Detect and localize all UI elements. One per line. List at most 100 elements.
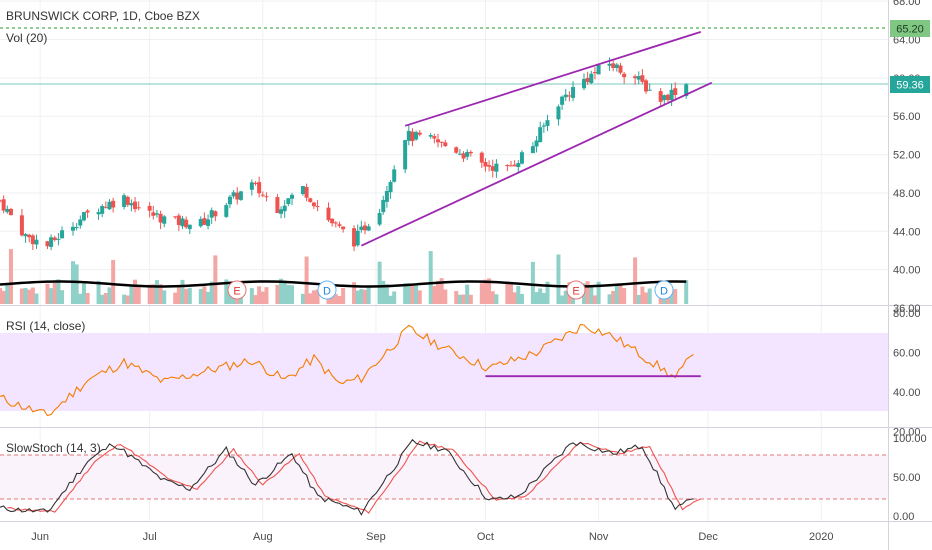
candle-body[interactable] — [377, 213, 382, 225]
candle-body[interactable] — [658, 91, 663, 102]
candle-body[interactable] — [589, 73, 594, 84]
candle-body[interactable] — [30, 235, 35, 245]
candle-body[interactable] — [410, 131, 415, 142]
candle-body[interactable] — [96, 212, 101, 215]
candle-body[interactable] — [352, 228, 357, 247]
candle-body[interactable] — [71, 226, 75, 231]
candle-body[interactable] — [224, 205, 229, 217]
candle-body[interactable] — [384, 190, 389, 202]
candle-body[interactable] — [227, 196, 232, 205]
stoch-axis[interactable]: 100.00 50.00 0.00 — [893, 433, 927, 523]
candle-body[interactable] — [184, 219, 189, 228]
candle-body[interactable] — [158, 213, 163, 223]
candle-body[interactable] — [454, 147, 459, 153]
candle-body[interactable] — [103, 206, 108, 208]
stoch-indicator-label[interactable]: SlowStoch (14, 3) — [6, 441, 101, 455]
time-axis[interactable]: Jun Jul Aug Sep Oct Nov Dec 2020 — [31, 531, 833, 543]
candle-body[interactable] — [253, 182, 258, 184]
candle-body[interactable] — [279, 209, 284, 214]
candle-body[interactable] — [151, 212, 156, 216]
candle-body[interactable] — [154, 213, 159, 215]
dividend-marker-1[interactable]: D — [317, 280, 337, 300]
candle-body[interactable] — [614, 64, 619, 68]
candle-body[interactable] — [592, 72, 597, 74]
candle-body[interactable] — [669, 89, 674, 101]
candle-body[interactable] — [644, 80, 649, 92]
candle-body[interactable] — [100, 206, 105, 214]
candle-body[interactable] — [487, 165, 492, 167]
candle-body[interactable] — [596, 65, 601, 75]
candle-body[interactable] — [359, 226, 364, 230]
candle-body[interactable] — [519, 152, 524, 164]
candle-body[interactable] — [213, 211, 218, 217]
candle-body[interactable] — [538, 127, 543, 143]
candle-body[interactable] — [286, 198, 291, 205]
stoch-k-line[interactable] — [0, 438, 694, 516]
candle-body[interactable] — [8, 208, 13, 216]
candle-body[interactable] — [516, 163, 521, 168]
candle-body[interactable] — [176, 215, 181, 226]
candle-body[interactable] — [147, 205, 152, 211]
candle-body[interactable] — [618, 65, 623, 73]
volume-indicator-label[interactable]: Vol (20) — [6, 31, 47, 45]
candle-body[interactable] — [417, 132, 422, 135]
candle-body[interactable] — [27, 234, 32, 238]
stoch-d-line[interactable] — [7, 440, 702, 514]
candle-body[interactable] — [403, 140, 408, 170]
candle-body[interactable] — [633, 76, 638, 79]
candle-body[interactable] — [560, 96, 565, 105]
candle-body[interactable] — [19, 215, 24, 236]
candle-body[interactable] — [381, 200, 386, 213]
candle-body[interactable] — [494, 163, 499, 172]
candle-body[interactable] — [107, 201, 112, 210]
rsi-axis[interactable]: 80.00 60.00 40.00 20.00 — [893, 308, 921, 439]
channel-upper-trendline[interactable] — [404, 30, 702, 127]
candle-body[interactable] — [582, 79, 586, 89]
candle-body[interactable] — [300, 186, 305, 195]
candle-body[interactable] — [355, 230, 360, 246]
candle-body[interactable] — [202, 218, 207, 225]
candle-body[interactable] — [465, 152, 470, 157]
candle-body[interactable] — [136, 207, 141, 209]
candle-body[interactable] — [490, 166, 495, 171]
chart-title[interactable]: BRUNSWICK CORP, 1D, Cboe BZX — [6, 9, 200, 23]
candle-body[interactable] — [684, 84, 689, 97]
candle-body[interactable] — [264, 196, 269, 198]
candle-body[interactable] — [238, 191, 243, 200]
candle-body[interactable] — [74, 226, 79, 228]
candle-body[interactable] — [290, 194, 294, 199]
candle-body[interactable] — [439, 141, 444, 143]
candle-body[interactable] — [85, 210, 90, 213]
candle-body[interactable] — [209, 210, 214, 218]
candle-body[interactable] — [180, 218, 185, 227]
candle-body[interactable] — [249, 182, 254, 190]
candle-body[interactable] — [231, 192, 236, 197]
candle-body[interactable] — [260, 194, 265, 196]
candle-body[interactable] — [282, 205, 287, 212]
candle-body[interactable] — [530, 146, 535, 154]
candle-body[interactable] — [468, 151, 473, 154]
candle-body[interactable] — [479, 152, 484, 163]
candle-body[interactable] — [483, 161, 488, 167]
candle-body[interactable] — [125, 196, 130, 205]
candle-body[interactable] — [111, 200, 116, 208]
candle-body[interactable] — [206, 219, 211, 226]
candle-body[interactable] — [388, 182, 393, 193]
candle-body[interactable] — [330, 218, 335, 224]
candle-body[interactable] — [509, 165, 513, 167]
candle-body[interactable] — [341, 226, 346, 230]
candle-body[interactable] — [60, 230, 65, 239]
candle-body[interactable] — [275, 197, 280, 214]
candle-body[interactable] — [363, 225, 367, 231]
candle-body[interactable] — [607, 63, 612, 66]
candle-body[interactable] — [129, 203, 134, 206]
candle-body[interactable] — [512, 164, 517, 167]
candle-body[interactable] — [636, 76, 641, 80]
earnings-marker-2[interactable]: E — [566, 280, 586, 300]
candle-body[interactable] — [432, 136, 437, 139]
candle-body[interactable] — [505, 165, 510, 167]
candle-body[interactable] — [556, 106, 561, 120]
candle-body[interactable] — [49, 237, 54, 247]
candle-body[interactable] — [333, 222, 338, 224]
